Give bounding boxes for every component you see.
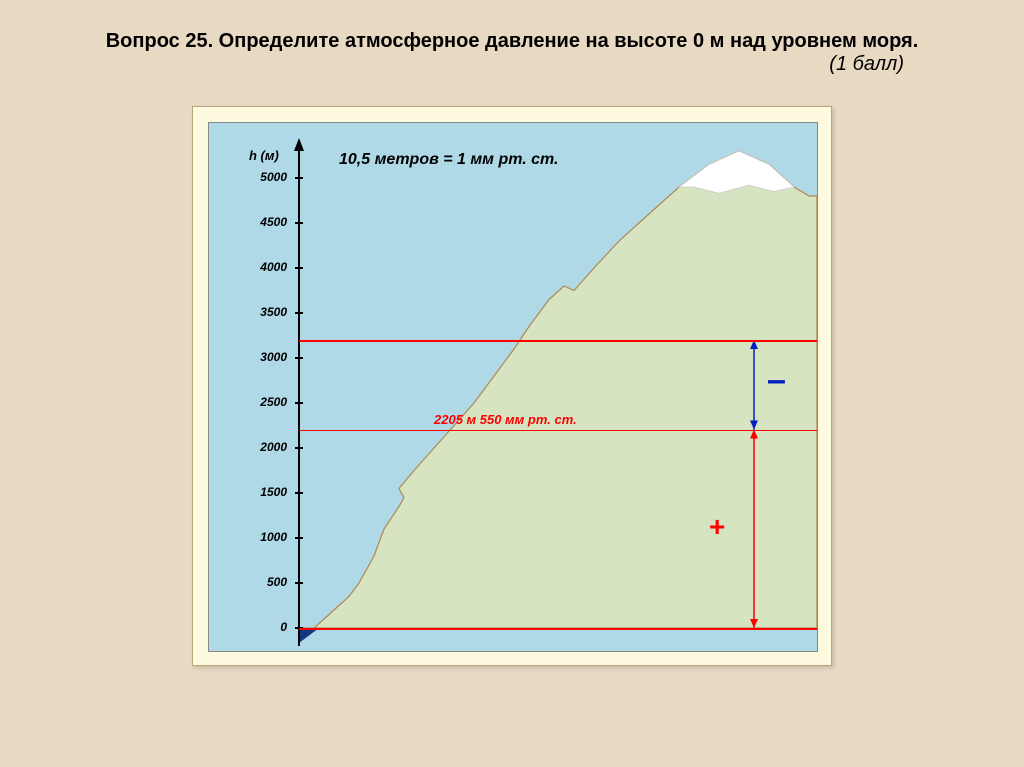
y-tick-mark (295, 402, 303, 404)
y-tick-mark (295, 267, 303, 269)
y-tick-label: 3500 (247, 305, 287, 319)
reference-pressure-label: 2205 м 550 мм рт. ст. (434, 412, 577, 427)
y-tick-mark (295, 582, 303, 584)
y-tick-mark (295, 492, 303, 494)
y-tick-label: 0 (247, 620, 287, 634)
reference-line (299, 628, 817, 630)
y-tick-label: 4000 (247, 260, 287, 274)
question-title: Вопрос 25. Определите атмосферное давлен… (106, 30, 919, 52)
y-tick-label: 1500 (247, 485, 287, 499)
y-tick-mark (295, 447, 303, 449)
y-tick-mark (295, 177, 303, 179)
y-tick-mark (295, 312, 303, 314)
y-tick-label: 2000 (247, 440, 287, 454)
y-tick-label: 500 (247, 575, 287, 589)
y-tick-label: 4500 (247, 215, 287, 229)
y-tick-mark (295, 222, 303, 224)
y-tick-mark (295, 537, 303, 539)
y-tick-mark (295, 357, 303, 359)
y-tick-label: 2500 (247, 395, 287, 409)
points-label: (1 балл) (60, 53, 964, 76)
chart-area: h (м) 10,5 метров = 1 мм рт. ст. 0500100… (208, 122, 818, 652)
y-tick-label: 5000 (247, 170, 287, 184)
y-tick-label: 3000 (247, 350, 287, 364)
chart-panel: h (м) 10,5 метров = 1 мм рт. ст. 0500100… (192, 106, 832, 666)
plus-symbol: + (709, 511, 725, 543)
reference-line (299, 430, 817, 432)
reference-line (299, 340, 817, 342)
y-tick-label: 1000 (247, 530, 287, 544)
minus-symbol: – (767, 361, 786, 400)
